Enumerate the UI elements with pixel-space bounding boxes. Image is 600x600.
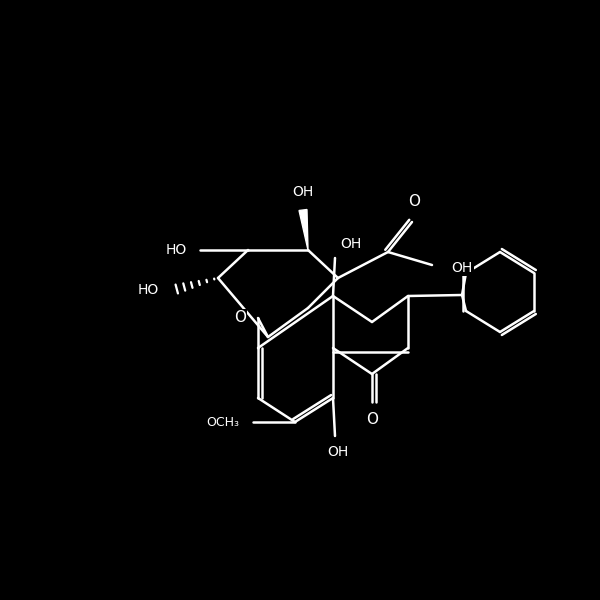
Text: OH: OH <box>340 237 362 251</box>
Polygon shape <box>299 209 308 250</box>
Text: O: O <box>408 194 420 209</box>
Text: OH: OH <box>451 261 473 275</box>
Text: O: O <box>366 413 378 427</box>
Text: OH: OH <box>328 445 349 459</box>
Text: O: O <box>234 311 246 325</box>
Text: OCH₃: OCH₃ <box>206 415 239 428</box>
Text: HO: HO <box>166 243 187 257</box>
Text: HO: HO <box>137 283 158 297</box>
Text: OH: OH <box>292 185 314 199</box>
